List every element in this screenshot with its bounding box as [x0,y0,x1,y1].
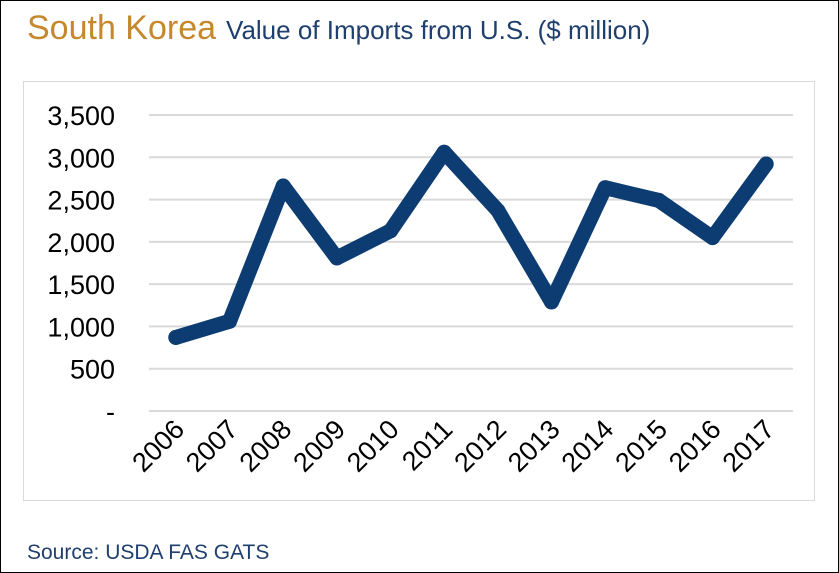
x-tick-label: 2009 [287,414,351,478]
data-point [490,203,506,219]
data-point [383,223,398,239]
data-point [705,230,720,246]
x-tick-label: 2016 [663,414,727,478]
y-tick-label: 1,000 [47,312,115,342]
title-country: South Korea [27,9,217,47]
x-tick-label: 2012 [448,414,512,478]
source-note: Source: USDA FAS GATS [27,541,270,564]
data-point [651,192,667,208]
chart-title: South Korea Value of Imports from U.S. ($… [27,9,650,48]
x-tick-label: 2014 [556,414,620,478]
y-tick-label: 3,000 [47,143,115,173]
data-point [436,144,452,160]
y-tick-label: 3,500 [47,101,115,131]
y-tick-label: 2,000 [47,228,115,258]
title-subtitle: Value of Imports from U.S. ($ million) [226,15,651,45]
x-tick-label: 2008 [234,414,298,478]
x-tick-label: 2010 [341,414,405,478]
line-chart: -5001,0001,5002,0002,5003,0003,500200620… [47,101,793,478]
x-tick-label: 2007 [180,414,244,478]
y-tick-label: 1,500 [47,270,115,300]
data-point [544,294,559,310]
data-point [597,180,613,196]
y-tick-label: 2,500 [47,186,115,216]
x-tick-label: 2011 [396,414,458,476]
plot-area-border [23,81,815,501]
x-tick-label: 2013 [502,414,566,478]
x-tick-label: 2017 [717,414,781,478]
y-tick-label: - [106,397,115,427]
data-point [222,313,237,329]
data-point [168,329,184,345]
y-tick-label: 500 [70,355,115,385]
series-line [168,144,774,345]
x-tick-label: 2015 [609,414,673,478]
data-point [329,250,345,266]
x-tick-label: 2006 [126,414,190,478]
data-point [758,156,774,172]
data-point [275,178,291,194]
